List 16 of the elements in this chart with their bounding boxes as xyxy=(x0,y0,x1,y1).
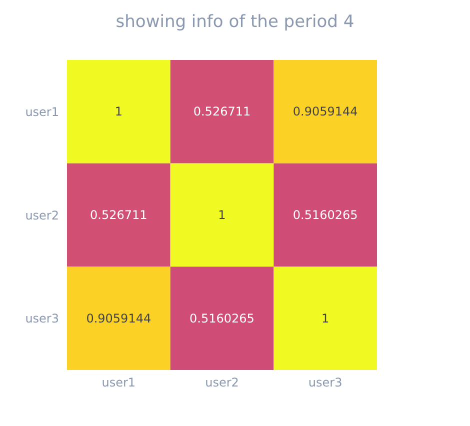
data-label: 0.5160265 xyxy=(292,208,358,222)
data-label: 0.526711 xyxy=(193,104,251,119)
data-label: 0.526711 xyxy=(90,208,148,222)
chart-title: showing info of the period 4 xyxy=(114,12,356,32)
data-label: 1 xyxy=(322,311,330,326)
x-tick-label: user2 xyxy=(205,376,239,390)
y-tick-label: user2 xyxy=(25,208,59,222)
data-label: 1 xyxy=(114,104,122,119)
data-label: 0.9059144 xyxy=(292,104,358,119)
y-tick-label: user1 xyxy=(25,104,59,119)
data-label: 0.9059144 xyxy=(86,311,152,326)
x-tick-label: user1 xyxy=(102,376,136,390)
x-tick-label: user3 xyxy=(308,376,342,390)
data-label: 0.5160265 xyxy=(190,311,254,326)
y-tick-label: user3 xyxy=(25,312,59,326)
data-label: 1 xyxy=(218,208,226,222)
